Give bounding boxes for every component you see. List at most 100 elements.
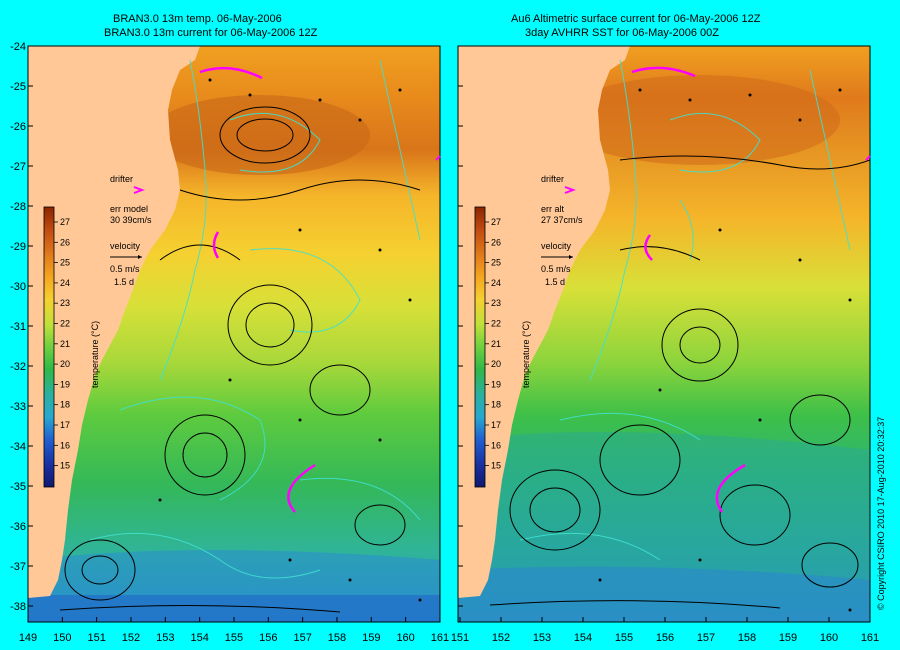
colorbar-tick-label: 24 [60,278,70,288]
right-drifter-track-3 [715,463,746,513]
left-map-panel [28,46,440,622]
x-tick-label: 152 [492,632,510,644]
colorbar-tick-label: 25 [491,258,501,268]
right-colorbar: 27 26 25 24 23 22 21 20 19 18 17 16 15 temperature (… [474,206,531,488]
colorbar-tick-label: 25 [60,258,70,268]
colorbar-tick-label: 21 [491,339,501,349]
colorbar-tick-label: 15 [491,461,501,471]
colorbar-tick-label: 26 [491,237,501,247]
right-title-line2: 3day AVHRR SST for 06-May-2006 00Z [525,27,720,39]
right-title-line1: Au6 Altimetric surface current for 06-Ma… [511,13,761,25]
y-tick-label: -30 [10,281,26,293]
colorbar-tick-label: 16 [60,440,70,450]
x-tick-label: 151 [451,632,469,644]
y-tick-label: -37 [10,561,26,573]
colorbar-tick-label: 23 [60,298,70,308]
colorbar-tick-label: 23 [491,298,501,308]
right-drifter-label: drifter [541,174,564,184]
y-tick-label: -26 [10,121,26,133]
y-tick-label: -24 [10,41,26,53]
left-velocity-label: velocity [110,241,141,251]
y-tick-label: -28 [10,201,26,213]
y-tick-label: -33 [10,401,26,413]
left-drifter-track-2 [212,231,220,259]
colorbar-tick-label: 20 [60,359,70,369]
x-tick-label: 161 [861,632,879,644]
x-tick-label: 161 [431,632,449,644]
right-err-line1: err alt [541,204,565,214]
copyright-text: © Copyright CSIRO 2010 17-Aug-2010 20:32… [876,416,886,610]
x-tick-label: 157 [697,632,715,644]
colorbar-tick-label: 26 [60,237,70,247]
left-err-line1: err model [110,204,148,214]
x-tick-label: 156 [656,632,674,644]
x-tick-label: 157 [293,632,311,644]
colorbar-tick-label: 21 [60,339,70,349]
left-drifter-track-1 [199,66,263,80]
right-y-axis [458,45,463,607]
left-velocity-scale: 0.5 m/s [110,264,140,274]
y-tick-label: -38 [10,601,26,613]
colorbar-tick-label: 22 [60,319,70,329]
right-legend: drifter err alt 27 37cm/s velocity 0.5 m… [541,174,583,287]
x-tick-label: 154 [574,632,592,644]
x-tick-label: 153 [156,632,174,644]
y-tick-label: -25 [10,81,26,93]
colorbar-tick-label: 18 [60,400,70,410]
y-tick-label: -36 [10,521,26,533]
colorbar-tick-label: 19 [491,379,501,389]
left-colorbar-label: temperature (°C) [90,321,100,388]
x-tick-label: 150 [53,632,71,644]
right-velocity-scale: 0.5 m/s [541,264,571,274]
right-err-line2: 27 37cm/s [541,215,583,225]
right-velocity-label: velocity [541,241,572,251]
left-drifter-label: drifter [110,174,133,184]
left-land [28,46,200,598]
colorbar-tick-label: 15 [60,461,70,471]
colorbar-tick-label: 18 [491,400,501,410]
x-tick-label: 158 [738,632,756,644]
y-tick-label: -27 [10,161,26,173]
x-tick-label: 153 [533,632,551,644]
x-tick-label: 155 [615,632,633,644]
x-tick-label: 151 [87,632,105,644]
x-tick-label: 154 [190,632,208,644]
right-velocity-days: 1.5 d [545,277,565,287]
right-colorbar-label: temperature (°C) [521,321,531,388]
right-drifter-track-1 [631,66,696,78]
left-title-line1: BRAN3.0 13m temp. 06-May-2006 [113,13,282,25]
x-tick-label: 149 [19,632,37,644]
colorbar-tick-label: 27 [60,217,70,227]
colorbar-tick-label: 17 [491,420,501,430]
colorbar-tick-label: 24 [491,278,501,288]
colorbar-tick-label: 27 [491,217,501,227]
x-tick-label: 158 [328,632,346,644]
y-tick-label: -31 [10,321,26,333]
left-drifter-track-3 [287,463,316,513]
colorbar-tick-label: 22 [491,319,501,329]
right-map-panel [458,46,870,622]
x-tick-label: 160 [396,632,414,644]
x-tick-label: 159 [779,632,797,644]
left-title-line2: BRAN3.0 13m current for 06-May-2006 12Z [104,27,318,39]
right-drifter-track-2 [644,234,653,261]
x-tick-label: 152 [122,632,140,644]
colorbar-tick-label: 19 [60,379,70,389]
left-x-axis: 149 150 151 152 153 154 155 156 157 158 159 160 161 [19,617,449,644]
left-colorbar: 27 26 25 24 23 22 21 20 19 18 17 16 15 temperature (… [43,206,100,488]
colorbar-tick-label: 20 [491,359,501,369]
left-velocity-days: 1.5 d [114,277,134,287]
right-land [458,46,630,598]
y-tick-label: -29 [10,241,26,253]
x-tick-label: 156 [259,632,277,644]
colorbar-tick-label: 16 [491,440,501,450]
y-tick-label: -35 [10,481,26,493]
right-x-axis: 151 152 153 154 155 156 157 158 159 160 161 [451,617,879,644]
x-tick-label: 160 [820,632,838,644]
y-tick-label: -32 [10,361,26,373]
y-tick-label: -34 [10,441,26,453]
left-y-axis: -24 -25 -26 -27 -28 -29 -30 -31 -32 -33 -34 -35 -36 -… [10,41,33,613]
x-tick-label: 159 [362,632,380,644]
x-tick-label: 155 [225,632,243,644]
